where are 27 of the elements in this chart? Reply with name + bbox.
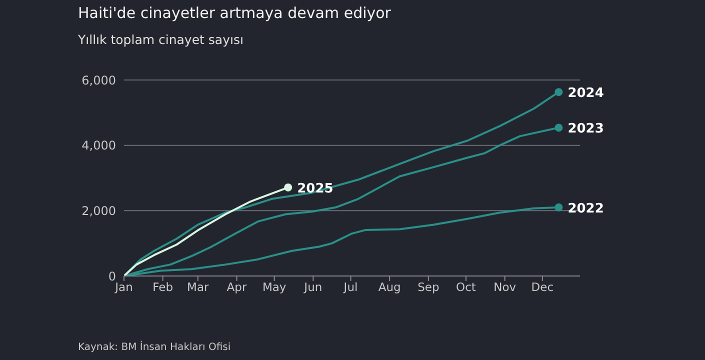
x-tick-label: May bbox=[262, 280, 286, 294]
x-tick-label: Feb bbox=[152, 280, 174, 294]
x-tick-label: Jul bbox=[342, 280, 358, 294]
chart-title: Haiti'de cinayetler artmaya devam ediyor bbox=[78, 4, 391, 22]
y-tick-label: 6,000 bbox=[82, 73, 116, 88]
x-tick-label: Sep bbox=[418, 280, 440, 294]
x-tick-label: Jan bbox=[114, 280, 133, 294]
x-tick-label: Oct bbox=[456, 280, 476, 294]
x-tick-label: Apr bbox=[226, 280, 247, 294]
text: Kaynak: BM İnsan Hakları Ofisi bbox=[78, 342, 231, 353]
y-tick-label: 2,000 bbox=[82, 204, 116, 218]
series-label: 2024 bbox=[568, 86, 604, 102]
y-tick-label: 0 bbox=[108, 269, 116, 284]
chart-subtitle: Yıllık toplam cinayet sayısı bbox=[78, 32, 244, 47]
series-label: 2025 bbox=[297, 181, 334, 196]
point bbox=[554, 88, 563, 96]
point bbox=[554, 124, 563, 132]
point bbox=[284, 183, 292, 192]
x-tick-label: Mar bbox=[187, 280, 210, 294]
x-tick-label: Nov bbox=[494, 280, 516, 294]
series-label: 2022 bbox=[568, 201, 604, 216]
series-label: 2023 bbox=[568, 122, 604, 137]
point bbox=[554, 203, 563, 212]
x-tick-label: Aug bbox=[378, 280, 401, 294]
x-tick-label: Jun bbox=[303, 280, 322, 294]
y-tick-label: 4,000 bbox=[82, 138, 116, 153]
x-tick-label: Dec bbox=[531, 280, 554, 294]
